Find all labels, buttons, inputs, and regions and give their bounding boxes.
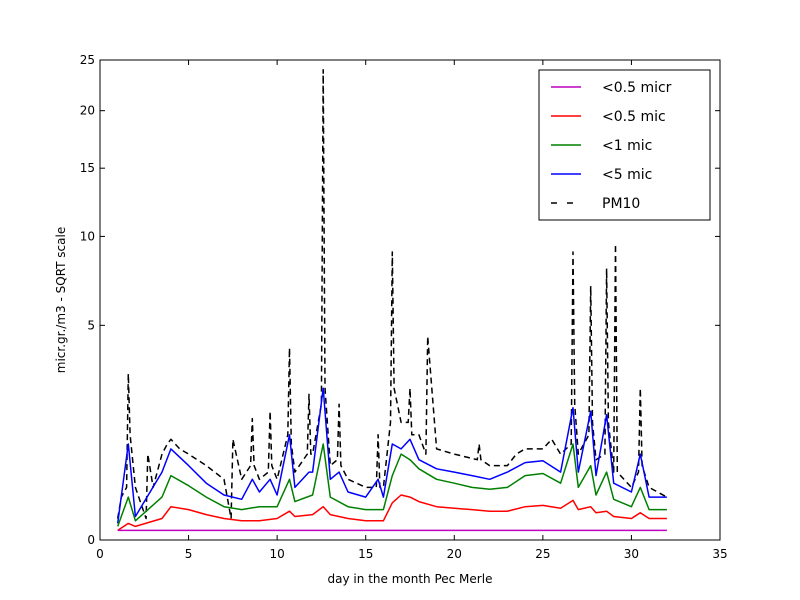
x-tick-label: 30 (624, 547, 639, 561)
legend-items: <0.5 micr <0.5 mic <1 mic <5 mic PM10 (551, 80, 672, 212)
x-tick-label: 0 (96, 547, 104, 561)
x-axis-label: day in the month Pec Merle (328, 572, 493, 586)
x-tick-label: 10 (270, 547, 285, 561)
series-line-1 (117, 494, 667, 532)
x-tick-label: 35 (712, 547, 727, 561)
y-tick-label: 5 (87, 318, 95, 332)
legend-label: <5 mic (602, 167, 652, 183)
y-tick-label: 0 (87, 533, 95, 547)
plot-frame (99, 59, 721, 541)
y-tick-label: 15 (80, 161, 95, 175)
x-tick-label: 20 (447, 547, 462, 561)
series-line-3 (116, 387, 667, 524)
y-tick-label: 20 (80, 104, 95, 118)
legend-label: <0.5 mic (602, 109, 666, 125)
legend-label: <0.5 micr (602, 80, 672, 96)
series-line-4 (116, 68, 668, 520)
legend-label: <1 mic (602, 138, 652, 154)
x-tick-label: 15 (358, 547, 373, 561)
y-tick-label: 10 (80, 229, 95, 243)
series-line-2 (116, 443, 667, 527)
y-axis-label: micr.gr./m3 - SQRT scale (54, 227, 68, 373)
series-group (116, 68, 668, 532)
legend-label: PM10 (602, 196, 640, 212)
ticks-group: 0 5 10 15 20 25 30 35 0 5 10 15 20 25 (80, 53, 728, 561)
legend: <0.5 micr <0.5 mic <1 mic <5 mic PM10 (538, 69, 711, 221)
x-tick-label: 5 (185, 547, 193, 561)
y-tick-label: 25 (80, 53, 95, 67)
x-tick-label: 25 (535, 547, 550, 561)
